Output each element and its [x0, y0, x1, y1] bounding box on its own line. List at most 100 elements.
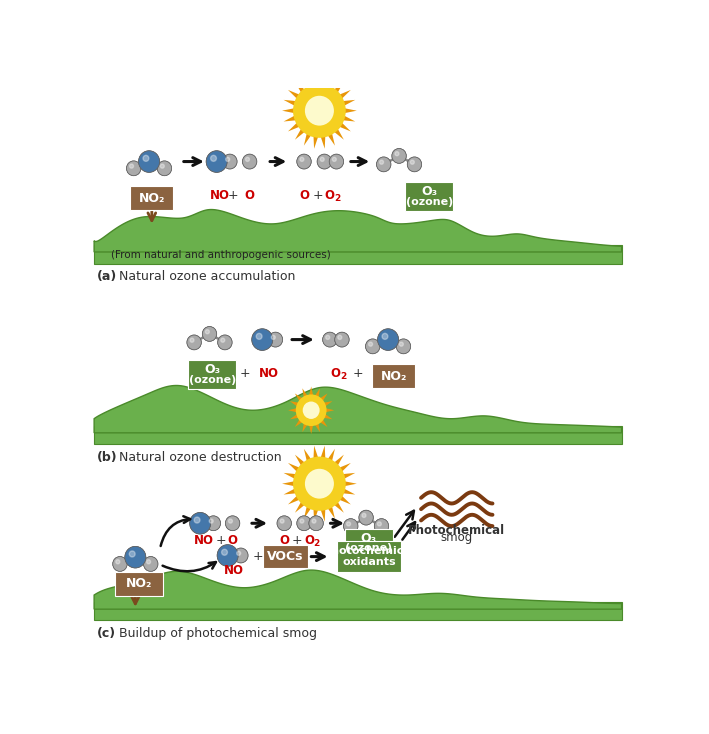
Circle shape: [376, 157, 391, 172]
Text: O: O: [304, 534, 314, 547]
Circle shape: [190, 512, 211, 534]
FancyBboxPatch shape: [94, 244, 622, 264]
Circle shape: [309, 516, 323, 531]
Circle shape: [293, 84, 346, 138]
Circle shape: [217, 545, 238, 566]
Text: (c): (c): [97, 628, 116, 640]
Circle shape: [268, 333, 283, 347]
Circle shape: [223, 154, 237, 169]
Circle shape: [392, 148, 406, 163]
Polygon shape: [94, 385, 622, 433]
Text: +: +: [228, 189, 238, 202]
Text: +: +: [352, 367, 363, 380]
FancyBboxPatch shape: [94, 603, 622, 620]
Circle shape: [377, 522, 381, 526]
Text: Natural ozone destruction: Natural ozone destruction: [119, 451, 281, 464]
Text: O: O: [299, 189, 309, 202]
Text: Natural ozone accumulation: Natural ozone accumulation: [119, 270, 295, 283]
Circle shape: [223, 154, 237, 169]
FancyBboxPatch shape: [115, 572, 163, 595]
Circle shape: [234, 548, 248, 563]
Circle shape: [143, 556, 158, 571]
Text: smog: smog: [441, 531, 473, 544]
Text: +: +: [216, 534, 225, 547]
FancyBboxPatch shape: [263, 545, 308, 568]
Circle shape: [382, 333, 388, 339]
Text: O₃: O₃: [361, 531, 377, 545]
Circle shape: [206, 516, 220, 531]
FancyBboxPatch shape: [405, 183, 454, 211]
Circle shape: [116, 560, 120, 564]
Circle shape: [297, 516, 311, 531]
Circle shape: [242, 154, 257, 169]
Circle shape: [143, 556, 158, 571]
Circle shape: [206, 330, 209, 334]
Circle shape: [113, 556, 127, 571]
Circle shape: [225, 516, 240, 531]
Circle shape: [139, 150, 160, 172]
Circle shape: [300, 157, 304, 161]
Circle shape: [242, 154, 257, 169]
Text: NO: NO: [259, 367, 279, 380]
Text: 2: 2: [313, 539, 320, 548]
Text: O: O: [324, 189, 335, 202]
Circle shape: [320, 157, 324, 161]
Circle shape: [312, 519, 316, 523]
Circle shape: [202, 327, 217, 341]
FancyBboxPatch shape: [94, 426, 622, 444]
Circle shape: [366, 339, 380, 354]
Circle shape: [305, 469, 334, 498]
Circle shape: [190, 512, 211, 534]
Text: Photochemical: Photochemical: [408, 523, 506, 537]
Circle shape: [157, 161, 172, 175]
Circle shape: [252, 329, 273, 350]
Circle shape: [317, 154, 332, 169]
Circle shape: [206, 150, 227, 172]
Circle shape: [130, 164, 133, 168]
Circle shape: [329, 154, 344, 169]
Text: O: O: [279, 534, 289, 547]
FancyBboxPatch shape: [130, 186, 173, 210]
Circle shape: [337, 335, 342, 339]
Circle shape: [272, 335, 275, 339]
Polygon shape: [282, 446, 357, 522]
Text: +: +: [240, 367, 250, 380]
Circle shape: [395, 152, 399, 156]
Text: oxidants: oxidants: [342, 557, 396, 567]
FancyBboxPatch shape: [188, 360, 236, 389]
Circle shape: [143, 156, 149, 161]
Circle shape: [194, 517, 200, 523]
Circle shape: [125, 546, 146, 568]
Text: (a): (a): [97, 270, 117, 283]
Polygon shape: [94, 209, 622, 252]
Circle shape: [245, 157, 250, 161]
Text: NO: NO: [224, 564, 244, 577]
Circle shape: [309, 516, 323, 531]
Circle shape: [378, 329, 398, 350]
Circle shape: [256, 333, 262, 339]
Polygon shape: [288, 387, 334, 434]
Circle shape: [379, 160, 384, 164]
Circle shape: [277, 516, 291, 531]
Circle shape: [126, 161, 141, 175]
Text: O: O: [330, 367, 340, 380]
Text: +: +: [313, 189, 323, 202]
Text: 2: 2: [340, 372, 346, 382]
Text: NO₂: NO₂: [381, 370, 407, 383]
Circle shape: [369, 342, 372, 346]
Circle shape: [190, 338, 194, 342]
Circle shape: [374, 519, 389, 534]
Circle shape: [296, 394, 327, 426]
Circle shape: [305, 95, 334, 126]
Circle shape: [222, 549, 228, 555]
Text: NO₂: NO₂: [139, 192, 165, 205]
Circle shape: [374, 519, 389, 534]
Circle shape: [147, 560, 150, 564]
Circle shape: [366, 339, 380, 354]
Text: (b): (b): [97, 451, 118, 464]
Text: NO: NO: [194, 534, 214, 547]
Circle shape: [335, 333, 349, 347]
Polygon shape: [94, 570, 622, 609]
Circle shape: [211, 156, 216, 161]
FancyBboxPatch shape: [372, 365, 415, 388]
